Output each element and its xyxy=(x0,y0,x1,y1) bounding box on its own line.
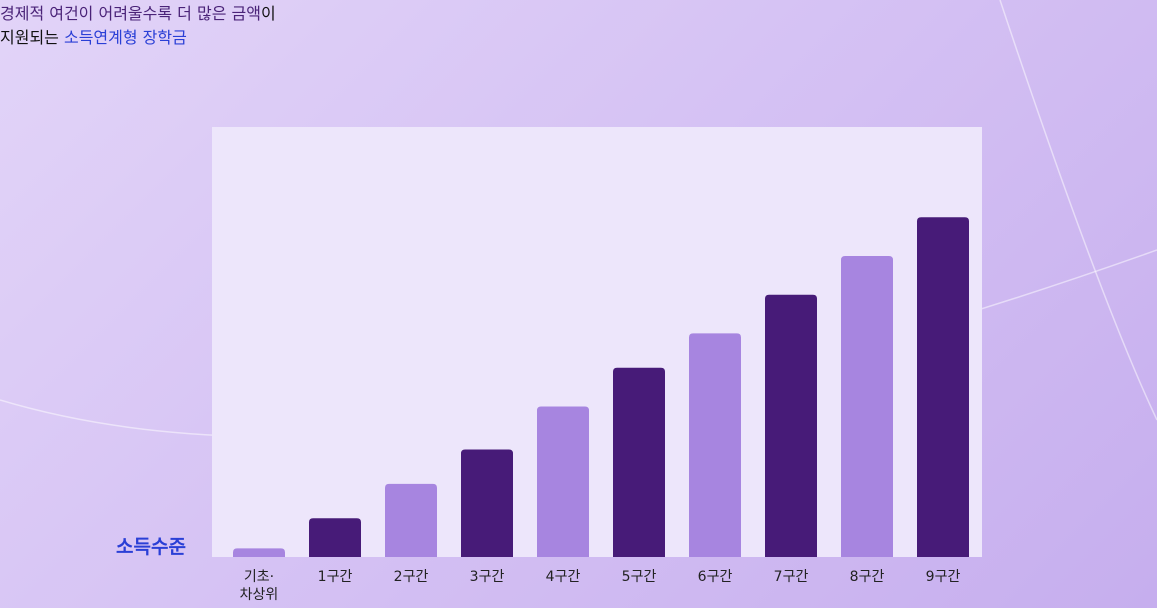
x-tick-label: 3구간 xyxy=(469,569,505,585)
bar xyxy=(613,367,665,557)
title-text: 이 xyxy=(260,4,276,23)
bar xyxy=(537,406,589,557)
title-text: 지원되는 xyxy=(0,28,64,47)
x-tick-label: 4구간 xyxy=(545,569,581,585)
x-tick-label: 6구간 xyxy=(697,569,733,585)
bar xyxy=(917,217,969,558)
bar xyxy=(689,333,741,557)
x-tick-label: 8구간 xyxy=(849,569,885,585)
x-tick-label: 1구간 xyxy=(317,569,353,585)
x-tick-label: 5구간 xyxy=(621,569,657,585)
title-text: 소득연계형 장학금 xyxy=(63,28,187,47)
x-tick-label: 기초· 차상위 xyxy=(239,569,279,603)
y-axis-label: 소득수준 xyxy=(116,536,186,558)
bar xyxy=(309,518,361,557)
bar xyxy=(233,548,285,557)
bar xyxy=(461,449,513,557)
title-line: 지원되는 소득연계형 장학금 xyxy=(0,24,1157,48)
x-tick-label: 2구간 xyxy=(393,569,429,585)
decor-curve xyxy=(999,0,1157,421)
x-tick-label: 7구간 xyxy=(773,569,809,585)
bar xyxy=(385,483,437,557)
title-text: 경제적 여건이 어려울수록 더 많은 금액 xyxy=(0,4,261,23)
title-line: 경제적 여건이 어려울수록 더 많은 금액이 xyxy=(0,0,1157,24)
bar xyxy=(765,294,817,557)
x-tick-label: 9구간 xyxy=(925,569,961,585)
bar xyxy=(841,256,893,557)
